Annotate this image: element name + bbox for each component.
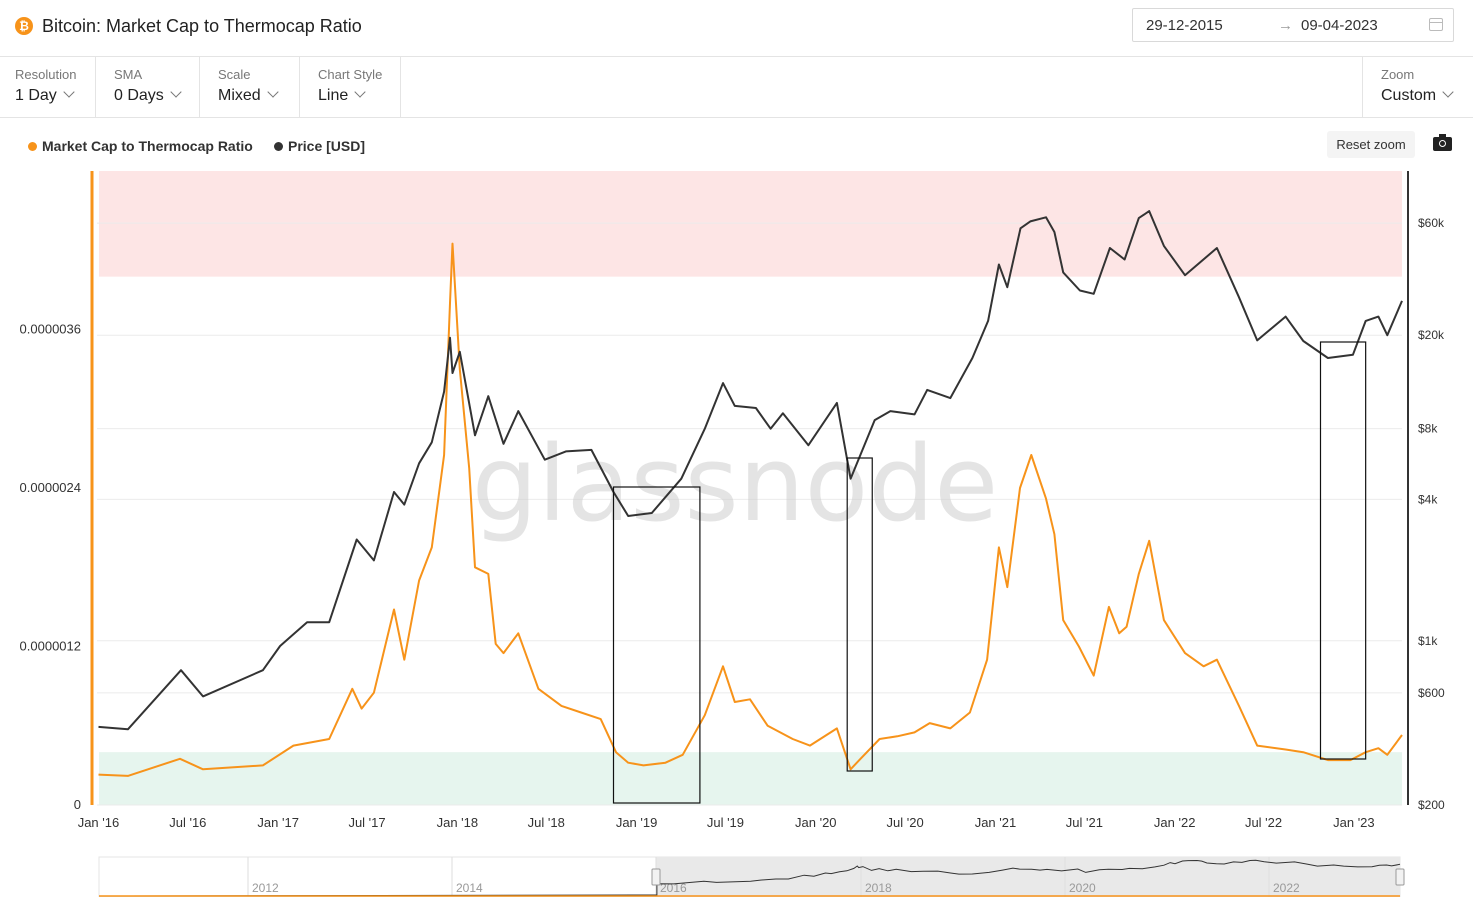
x-tick-label: Jan '19 [616,815,658,830]
y-right-tick-label: $8k [1418,422,1438,436]
x-tick-label: Jul '22 [1245,815,1282,830]
date-range-picker[interactable]: 29-12-2015 → 09-04-2023 [1132,8,1454,42]
bitcoin-icon: ₿ [15,17,33,35]
y-right-tick-label: $4k [1418,492,1438,506]
navigator-tick-label: 2016 [660,881,687,895]
x-tick-label: Jul '17 [348,815,385,830]
chart-style-value[interactable]: Line [318,86,366,105]
zoom-value[interactable]: Custom [1381,86,1454,105]
y-left-tick-label: 0.0000012 [20,639,81,654]
x-tick-label: Jan '21 [975,815,1017,830]
navigator-tick-label: 2022 [1273,881,1300,895]
y-right-tick-label: $1k [1418,634,1438,648]
x-tick-label: Jul '18 [528,815,565,830]
y-left-tick-label: 0.0000024 [20,480,81,495]
price-series-line [98,210,1403,731]
x-tick-label: Jan '17 [257,815,299,830]
x-tick-label: Jul '20 [887,815,924,830]
navigator-tick-label: 2014 [456,881,483,895]
chart-controls: Resolution 1 Day SMA 0 Days Scale Mixed … [0,56,1473,118]
ratio-series-line [98,242,1403,777]
highlight-box [612,486,701,804]
chart-style-label: Chart Style [318,67,383,82]
zoom-label: Zoom [1381,67,1415,82]
zoom-value-text: Custom [1381,87,1437,104]
navigator-tick-label: 2018 [865,881,892,895]
resolution-label: Resolution [15,67,77,82]
navigator-price-line [99,859,1401,897]
page-title: Bitcoin: Market Cap to Thermocap Ratio [42,16,362,36]
x-tick-label: Jul '16 [169,815,206,830]
y-left-tick-label: 0 [74,797,81,812]
chart-style-value-text: Line [318,87,349,104]
sma-value-text: 0 Days [114,87,164,104]
y-right-tick-label: $20k [1418,328,1445,342]
y-right-tick-label: $200 [1418,798,1445,812]
y-left-tick-label: 0.0000036 [20,322,81,337]
legend-label-ratio: Market Cap to Thermocap Ratio [42,138,253,154]
navigator-tick-label: 2012 [252,881,279,895]
legend-dot-price [274,142,283,151]
navigator-handle-right [1395,868,1405,886]
x-tick-label: Jan '20 [795,815,837,830]
legend-item-price[interactable]: Price [USD] [274,138,365,154]
sma-label: SMA [114,67,143,82]
resolution-value-text: 1 Day [15,87,57,104]
sma-value[interactable]: 0 Days [114,86,182,105]
glassnode-watermark: glassnode [472,423,999,545]
zoom-select[interactable]: Zoom Custom [1362,56,1473,117]
resolution-select[interactable]: Resolution 1 Day [0,56,96,117]
x-tick-label: Jul '19 [707,815,744,830]
band-undervalued [99,752,1402,805]
scale-label: Scale [218,67,251,82]
chart-style-select[interactable]: Chart Style Line [300,56,401,117]
calendar-icon[interactable] [1429,18,1443,31]
date-from-input[interactable]: 29-12-2015 [1146,17,1223,34]
resolution-value[interactable]: 1 Day [15,86,75,105]
scale-select[interactable]: Scale Mixed [200,56,300,117]
y-right-tick-label: $600 [1418,686,1445,700]
highlight-box [1319,341,1367,760]
navigator-tick-label: 2020 [1069,881,1096,895]
band-overvalued [99,171,1402,277]
reset-zoom-button[interactable]: Reset zoom [1327,131,1415,158]
scale-value[interactable]: Mixed [218,86,279,105]
highlight-box [846,457,873,772]
legend-item-ratio[interactable]: Market Cap to Thermocap Ratio [28,138,253,154]
x-tick-label: Jan '18 [437,815,479,830]
navigator-selection [656,857,1400,897]
y-right-tick-label: $60k [1418,216,1445,230]
navigator-handle-left [651,868,661,886]
legend-label-price: Price [USD] [288,138,366,154]
sma-select[interactable]: SMA 0 Days [96,56,200,117]
x-tick-label: Jan '16 [78,815,120,830]
date-to-input[interactable]: 09-04-2023 [1301,17,1378,34]
header-bar: ₿ Bitcoin: Market Cap to Thermocap Ratio… [0,0,1473,57]
camera-icon[interactable] [1433,134,1452,151]
legend-dot-ratio [28,142,37,151]
x-tick-label: Jan '23 [1333,815,1375,830]
x-tick-label: Jul '21 [1066,815,1103,830]
scale-value-text: Mixed [218,87,261,104]
arrow-right-icon: → [1278,17,1293,34]
x-tick-label: Jan '22 [1154,815,1196,830]
